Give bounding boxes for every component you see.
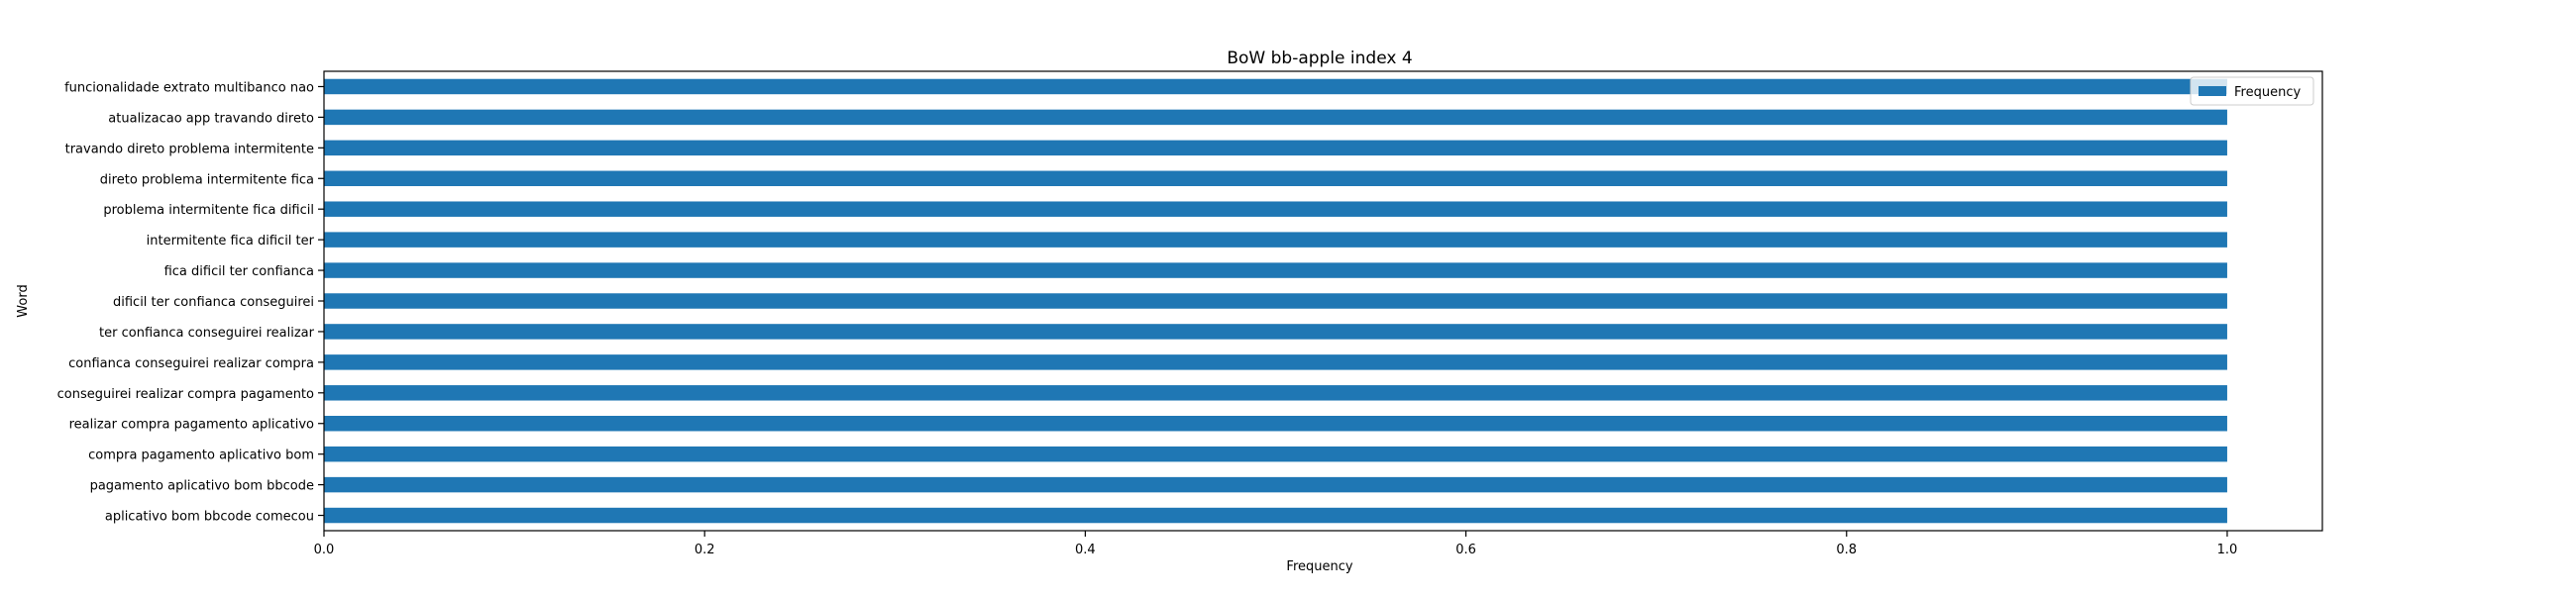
x-axis-label: Frequency [1286, 559, 1352, 574]
chart-title: BoW bb-apple index 4 [1227, 49, 1412, 68]
bar [324, 446, 2227, 462]
y-tick-label: atualizacao app travando direto [108, 111, 314, 126]
bar [324, 232, 2227, 248]
x-tick-label: 0.2 [695, 543, 715, 557]
y-tick-label: problema intermitente fica dificil [103, 203, 314, 218]
bar [324, 324, 2227, 340]
y-tick-label: travando direto problema intermitente [65, 142, 314, 156]
plot-frame [323, 70, 2323, 532]
bar [324, 416, 2227, 432]
y-axis-label: Word [16, 284, 31, 317]
bar [324, 109, 2227, 126]
y-tick-label: aplicativo bom bbcode comecou [105, 510, 314, 525]
bar [324, 78, 2227, 95]
legend-box [2190, 76, 2314, 106]
bar [324, 385, 2227, 401]
y-tick-label: pagamento aplicativo bom bbcode [90, 479, 314, 494]
y-tick-label: confianca conseguirei realizar compra [68, 356, 314, 371]
legend-label: Frequency [2234, 85, 2301, 100]
legend: Frequency [2190, 76, 2314, 106]
x-tick-label: 1.0 [2217, 543, 2238, 557]
bar [324, 354, 2227, 370]
x-tick-label: 0.8 [1836, 543, 1857, 557]
y-tick-label: dificil ter confianca conseguirei [113, 295, 314, 310]
bar [324, 170, 2227, 186]
bars-layer [324, 78, 2227, 524]
y-tick-label: realizar compra pagamento aplicativo [69, 418, 314, 433]
y-tick-label: intermitente fica dificil ter [147, 234, 315, 249]
y-tick-label: ter confianca conseguirei realizar [99, 326, 315, 341]
y-tick-label: direto problema intermitente fica [100, 172, 314, 187]
y-tick-label: fica dificil ter confianca [164, 264, 314, 279]
y-tick-label: compra pagamento aplicativo bom [88, 449, 314, 463]
y-tick-label: conseguirei realizar compra pagamento [57, 387, 314, 402]
x-tick-label: 0.0 [314, 543, 335, 557]
bar [324, 201, 2227, 217]
bar [324, 262, 2227, 278]
bar [324, 140, 2227, 156]
x-tick-label: 0.6 [1455, 543, 1476, 557]
axes-layer: funcionalidade extrato multibanco nao atu… [57, 70, 2323, 557]
bar [324, 507, 2227, 524]
x-tick-label: 0.4 [1075, 543, 1096, 557]
y-tick-label: funcionalidade extrato multibanco nao [64, 80, 314, 95]
bar [324, 293, 2227, 309]
legend-swatch [2199, 86, 2226, 96]
bar [324, 476, 2227, 493]
